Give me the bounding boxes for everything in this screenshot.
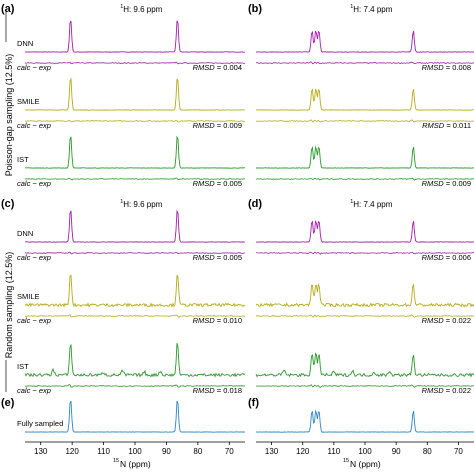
x-tick-label-5-2: 110 xyxy=(327,447,340,456)
rmsd-2-1: RMSD = 0.010 xyxy=(193,316,242,325)
x-tick-label-4-5: 80 xyxy=(193,447,202,456)
row-label-2-0: DNN xyxy=(17,229,33,238)
header-superscript: 1 xyxy=(120,4,123,10)
diff-label-2-2: calc − exp xyxy=(17,386,51,395)
diff-label-2-1: calc − exp xyxy=(17,316,51,325)
spectrum-1-1 xyxy=(256,88,474,111)
x-tick-label-5-6: 70 xyxy=(454,447,463,456)
diff-label-0-2: calc − exp xyxy=(17,179,51,188)
x-tick-label-4-3: 100 xyxy=(128,447,142,456)
spectrum-0-1 xyxy=(25,77,246,111)
rmsd-1-2: RMSD = 0.009 xyxy=(422,179,471,188)
diff-trace-2-1 xyxy=(25,314,245,318)
row-label-0-1: SMILE xyxy=(17,97,40,106)
x-tick-label-4-4: 90 xyxy=(162,447,171,456)
row-label-2-1: SMILE xyxy=(17,292,40,301)
rmsd-3-1: RMSD = 0.022 xyxy=(422,316,471,325)
spectrum-0-2 xyxy=(24,135,245,169)
panel-letter-d: (d) xyxy=(248,198,262,210)
diff-trace-0-2 xyxy=(24,177,246,181)
spectrum-0-0 xyxy=(24,20,246,53)
x-tick-label-5-1: 120 xyxy=(296,447,310,456)
rmsd-1-1: RMSD = 0.011 xyxy=(422,121,471,130)
spectrum-3-0 xyxy=(256,219,474,243)
header-superscript: 1 xyxy=(120,199,123,205)
panel-header-d: H: 7.4 ppm xyxy=(353,200,392,209)
spectrum-2-1 xyxy=(24,274,246,308)
x-tick-label-4-0: 130 xyxy=(34,447,48,456)
x-tick-label-5-0: 130 xyxy=(265,447,279,456)
row-label-full: Fully sampled xyxy=(17,419,63,428)
rmsd-3-0: RMSD = 0.006 xyxy=(422,253,471,262)
spectrum-3-1 xyxy=(255,283,474,308)
spectrum-1-0 xyxy=(255,30,474,53)
rmsd-1-0: RMSD = 0.008 xyxy=(422,63,471,72)
diff-trace-1-0 xyxy=(255,61,474,65)
diff-trace-3-0 xyxy=(255,251,474,255)
diff-trace-3-1 xyxy=(255,314,474,318)
x-tick-label-4-2: 110 xyxy=(97,447,110,456)
panel-letter-f: (f) xyxy=(248,397,259,409)
header-superscript: 1 xyxy=(350,4,353,10)
header-superscript: 1 xyxy=(350,199,353,205)
panel-header-c: H: 9.6 ppm xyxy=(123,200,162,209)
diff-trace-0-1 xyxy=(24,119,245,123)
panel-header-b: H: 7.4 ppm xyxy=(353,5,392,14)
x-tick-label-4-1: 120 xyxy=(65,447,79,456)
spectrum-full-4 xyxy=(24,400,246,433)
x-label-superscript-5: 15 xyxy=(343,458,349,464)
rmsd-0-0: RMSD = 0.004 xyxy=(193,63,242,72)
diff-trace-1-1 xyxy=(255,119,474,123)
diff-label-0-0: calc − exp xyxy=(17,63,51,72)
spectrum-3-2 xyxy=(255,352,474,378)
row-label-0-2: IST xyxy=(17,155,29,164)
spectrum-full-5 xyxy=(255,409,474,433)
x-axis-label-5: N (ppm) xyxy=(350,459,381,469)
diff-trace-0-0 xyxy=(24,61,246,65)
rmsd-3-2: RMSD = 0.022 xyxy=(422,386,471,395)
panel-letter-b: (b) xyxy=(248,3,262,15)
diff-trace-2-2 xyxy=(24,384,246,388)
side-label-poisson: Poisson-gap sampling (12.5%) xyxy=(4,54,14,177)
diff-label-0-1: calc − exp xyxy=(17,121,51,130)
rmsd-2-0: RMSD = 0.005 xyxy=(193,253,242,262)
spectrum-2-2 xyxy=(24,342,246,378)
spectrum-2-0 xyxy=(25,209,246,243)
x-tick-label-4-6: 70 xyxy=(225,447,234,456)
x-label-superscript-4: 15 xyxy=(113,458,119,464)
diff-trace-1-2 xyxy=(255,177,474,181)
side-label-random: Random sampling (12.5%) xyxy=(4,252,14,359)
rmsd-2-2: RMSD = 0.018 xyxy=(193,386,242,395)
diff-trace-2-0 xyxy=(24,251,246,255)
x-tick-label-5-3: 100 xyxy=(358,447,372,456)
row-label-2-2: IST xyxy=(17,362,29,371)
panel-letter-c: (c) xyxy=(1,198,15,210)
rmsd-0-2: RMSD = 0.005 xyxy=(193,179,242,188)
x-tick-label-5-5: 80 xyxy=(423,447,432,456)
x-axis-label-4: N (ppm) xyxy=(120,459,151,469)
panel-letter-e: (e) xyxy=(1,397,15,409)
spectrum-1-2 xyxy=(255,145,474,169)
rmsd-0-1: RMSD = 0.009 xyxy=(193,121,242,130)
row-label-0-0: DNN xyxy=(17,39,33,48)
panel-letter-a: (a) xyxy=(1,3,15,15)
diff-trace-3-2 xyxy=(256,384,474,389)
panel-header-a: H: 9.6 ppm xyxy=(123,5,162,14)
diff-label-2-0: calc − exp xyxy=(17,253,51,262)
x-tick-label-5-4: 90 xyxy=(392,447,401,456)
